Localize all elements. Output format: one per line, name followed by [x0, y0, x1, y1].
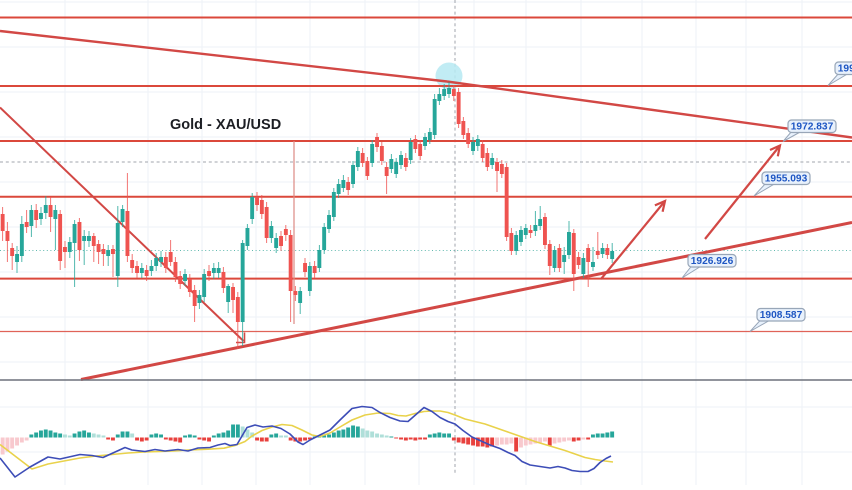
svg-text:1908.587: 1908.587: [760, 310, 803, 321]
svg-text:1991.285: 1991.285: [838, 64, 852, 75]
svg-text:1926.926: 1926.926: [691, 256, 734, 267]
svg-text:1972.837: 1972.837: [791, 122, 834, 133]
svg-text:1955.093: 1955.093: [765, 174, 808, 185]
svg-text:Gold - XAU/USD: Gold - XAU/USD: [170, 117, 281, 133]
